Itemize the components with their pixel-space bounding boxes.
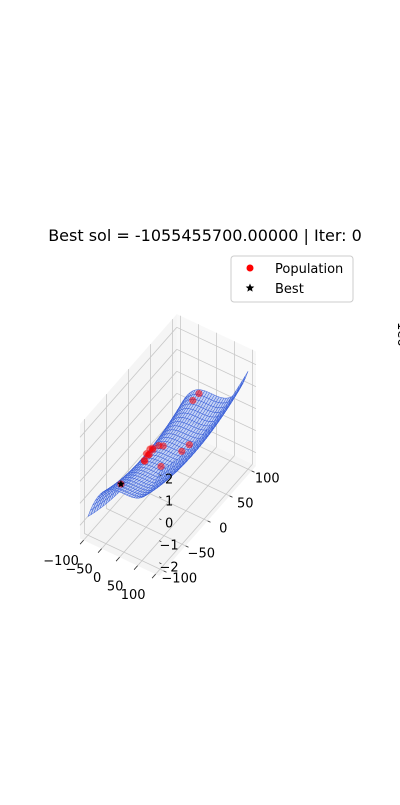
x-tick-mark [115, 556, 120, 562]
grid-line [79, 393, 178, 504]
population-points [117, 389, 203, 488]
legend-box [230, 255, 354, 303]
grid-line [137, 455, 235, 566]
z-tick-mark [159, 474, 162, 477]
population-point [178, 447, 186, 455]
z-tick-label: 0 [165, 516, 173, 531]
surface-mesh [87, 371, 249, 518]
x-tick-label: 0 [93, 571, 101, 586]
best-point-star [117, 480, 125, 488]
population-point [189, 396, 197, 405]
z-offset-text: 1e6 [394, 322, 400, 347]
population-point [141, 457, 149, 465]
x-tick-label: 50 [107, 580, 124, 595]
y-tick-mark [251, 470, 255, 473]
x-tick-label: −100 [43, 554, 79, 569]
x-tick-label: 100 [121, 588, 146, 603]
z-tick-mark [159, 496, 162, 499]
z-tick-mark [159, 540, 162, 543]
y-tick-label: 0 [219, 521, 227, 536]
legend-best-label: Best [275, 282, 304, 297]
population-point [145, 450, 153, 459]
x-tick-mark [151, 573, 156, 579]
legend-best-star-icon [245, 283, 255, 292]
y-tick-mark [163, 570, 167, 573]
x-tick-mark [79, 539, 84, 545]
surface-cell [157, 468, 164, 479]
z-tick-label: 2 [165, 472, 173, 487]
x-tick-mark [133, 565, 138, 570]
population-point [195, 389, 203, 398]
population-point [185, 441, 193, 449]
x-tick-label: −50 [65, 563, 92, 578]
grid-line [79, 349, 178, 460]
y-tick-mark [229, 495, 233, 498]
x-tick-mark [97, 548, 102, 553]
legend: Population Best [230, 255, 354, 303]
z-tick-label: 1 [165, 494, 173, 509]
legend-population-marker [246, 264, 254, 272]
y-tick-label: 100 [255, 471, 280, 486]
population-point [159, 442, 167, 450]
z-tick-mark [159, 518, 162, 521]
grid-line [79, 371, 178, 482]
y-tick-label: −50 [188, 546, 215, 561]
y-tick-label: 50 [237, 496, 254, 511]
z-tick-mark [159, 562, 162, 565]
grid-line [176, 370, 257, 410]
z-tick-label: −1 [160, 538, 179, 553]
chart-title: Best sol = -1055455700.00000 | Iter: 0 [48, 226, 362, 245]
y-tick-mark [207, 520, 211, 523]
legend-population-label: Population [275, 262, 343, 277]
grid-line [155, 463, 253, 575]
y-tick-mark [185, 545, 189, 548]
y-tick-label: −100 [161, 571, 197, 586]
population-point [157, 462, 165, 470]
z-tick-label: −2 [160, 560, 179, 575]
grid-line [79, 327, 178, 438]
grid-line [176, 326, 257, 366]
